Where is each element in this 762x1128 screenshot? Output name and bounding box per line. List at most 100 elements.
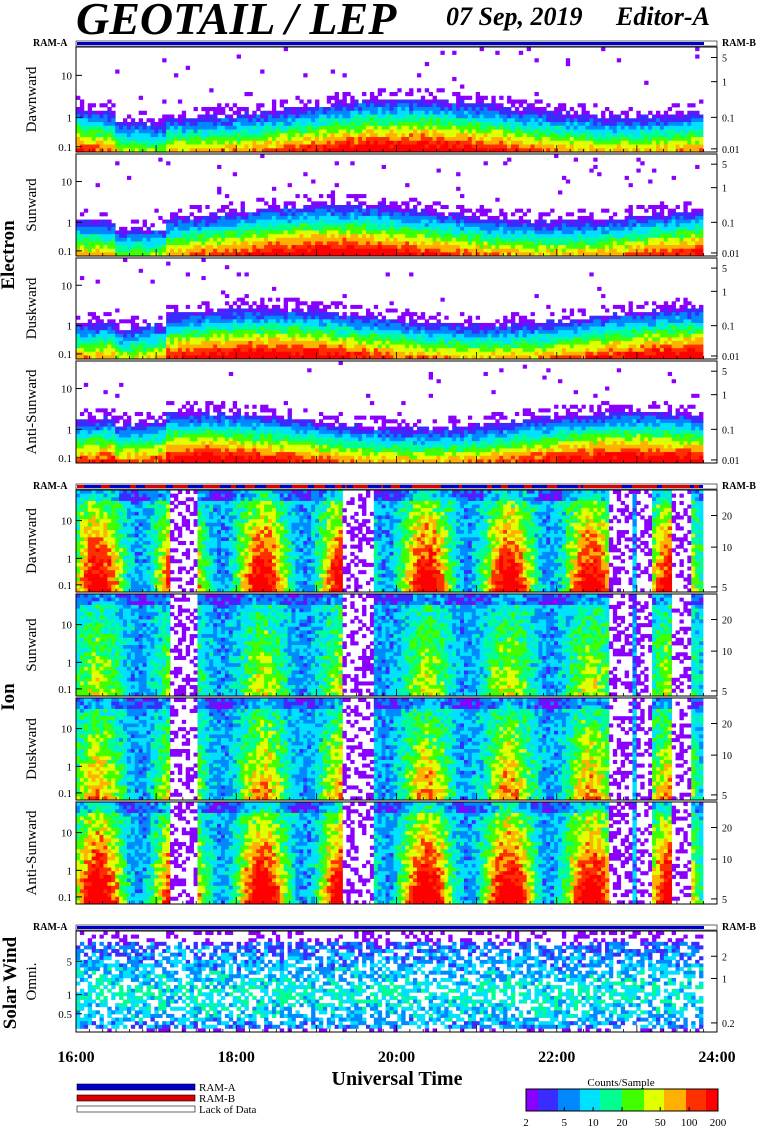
right-tick-label: 5	[722, 791, 727, 802]
panel-label-ion-2: Duskward	[24, 718, 40, 780]
left-tick-label: 1	[67, 865, 73, 877]
right-tick-label: 5	[722, 895, 727, 906]
right-tick-label: 1	[722, 974, 727, 985]
right-tick-label: 0.1	[722, 425, 735, 436]
ram-b-label: RAM-B	[722, 38, 756, 49]
colorbar-tick-label: 5	[561, 1117, 567, 1128]
right-tick-label: 0.1	[722, 113, 735, 124]
colorbar-tick-label: 20	[617, 1117, 629, 1128]
colorbar-tick-label: 200	[710, 1117, 727, 1128]
left-tick-label: 0.1	[58, 246, 72, 258]
right-tick-label: 2	[722, 952, 727, 963]
left-tick-label: 1	[67, 217, 73, 229]
x-axis-label: Universal Time	[332, 1068, 463, 1090]
right-tick-label: 10	[722, 751, 732, 762]
legend-swatch	[77, 1106, 195, 1112]
right-tick-label: 1	[722, 184, 727, 195]
panel-label-electron-3: Anti-Sunward	[24, 369, 40, 454]
right-tick-label: 5	[722, 687, 727, 698]
x-tick-label: 20:00	[378, 1049, 415, 1066]
left-tick-label: 1	[67, 424, 73, 436]
left-tick-label: 10	[61, 177, 73, 189]
colorbar-tick-label: 100	[681, 1117, 698, 1128]
left-tick-label: 5	[67, 956, 73, 968]
ram-a-label: RAM-A	[33, 38, 68, 49]
left-tick-label: 1	[67, 657, 73, 669]
left-tick-label: 10	[61, 516, 73, 528]
right-tick-label: 20	[722, 616, 732, 627]
right-tick-label: 0.01	[722, 352, 740, 363]
right-tick-label: 1	[722, 391, 727, 402]
right-tick-label: 0.01	[722, 249, 740, 260]
left-tick-label: 0.5	[58, 1009, 72, 1021]
x-tick-label: 18:00	[218, 1049, 255, 1066]
solar-wind-panel: Omni. 5 1 0.5 2 1 0.2	[24, 931, 735, 1032]
right-tick-label: 5	[722, 54, 727, 65]
right-tick-label: 10	[722, 543, 732, 554]
right-tick-label: 0.01	[722, 145, 740, 156]
right-tick-label: 1	[722, 78, 727, 89]
right-tick-label: 20	[722, 824, 732, 835]
right-tick-label: 10	[722, 647, 732, 658]
group-label-solar-wind: Solar Wind	[0, 936, 21, 1029]
left-tick-label: 1	[67, 761, 73, 773]
panel-label-electron-0: Dawnward	[24, 66, 40, 132]
right-tick-label: 5	[722, 264, 727, 275]
right-tick-label: 5	[722, 160, 727, 171]
legend-swatch	[77, 1095, 195, 1101]
left-tick-label: 1	[67, 990, 73, 1002]
panel-label-ion-1: Sunward	[24, 618, 40, 672]
electron-ram-bar	[76, 41, 717, 46]
panel-label-sw: Omni.	[24, 963, 40, 1001]
left-tick-label: 1	[67, 321, 73, 333]
x-tick-label: 16:00	[57, 1049, 94, 1066]
right-tick-label: 20	[722, 512, 732, 523]
right-tick-label: 1	[722, 287, 727, 298]
right-tick-label: 20	[722, 720, 732, 731]
x-tick-label: 24:00	[698, 1049, 735, 1066]
solar-wind-ram-bar	[76, 925, 717, 930]
left-tick-label: 0.1	[58, 453, 72, 465]
ram-a-label: RAM-A	[33, 481, 68, 492]
right-tick-label: 0.1	[722, 322, 735, 333]
left-tick-label: 0.1	[58, 580, 72, 592]
ion-panel: Sunward 10 1 0.1 20 10 5	[24, 594, 732, 698]
colorbar-title: Counts/Sample	[587, 1077, 654, 1089]
ion-ram-bar	[76, 484, 717, 489]
legend-label: Lack of Data	[199, 1104, 257, 1116]
panel-label-ion-3: Anti-Sunward	[24, 810, 40, 895]
colorbar-tick-label: 2	[523, 1117, 529, 1128]
left-tick-label: 10	[61, 384, 73, 396]
left-tick-label: 10	[61, 620, 73, 632]
right-tick-label: 0.2	[722, 1019, 735, 1030]
right-tick-label: 10	[722, 855, 732, 866]
x-tick-label: 22:00	[538, 1049, 575, 1066]
left-tick-label: 0.1	[58, 684, 72, 696]
panel-label-ion-0: Dawnward	[24, 508, 40, 574]
lep-spectrogram-chart: RAM-A RAM-B Dawnward 10 1 0.1 5 1 0.1 0.01 Sunward…	[0, 0, 762, 1128]
panel-label-electron-2: Duskward	[24, 277, 40, 339]
left-tick-label: 10	[61, 724, 73, 736]
left-tick-label: 10	[61, 280, 73, 292]
ram-b-label: RAM-B	[722, 922, 756, 933]
ram-a-label: RAM-A	[33, 922, 68, 933]
electron-panel: Duskward 10 1 0.1 5 1 0.1 0.01	[24, 258, 740, 363]
ram-b-label: RAM-B	[722, 481, 756, 492]
colorbar-tick-label: 50	[655, 1117, 667, 1128]
left-tick-label: 0.1	[58, 892, 72, 904]
legend-swatch	[77, 1084, 195, 1090]
left-tick-label: 0.1	[58, 349, 72, 361]
right-tick-label: 5	[722, 367, 727, 378]
left-tick-label: 0.1	[58, 142, 72, 154]
group-label-electron: Electron	[0, 220, 19, 290]
colorbar-tick-label: 10	[588, 1117, 600, 1128]
left-tick-label: 1	[67, 112, 73, 124]
group-label-ion: Ion	[0, 683, 19, 711]
right-tick-label: 0.1	[722, 218, 735, 229]
